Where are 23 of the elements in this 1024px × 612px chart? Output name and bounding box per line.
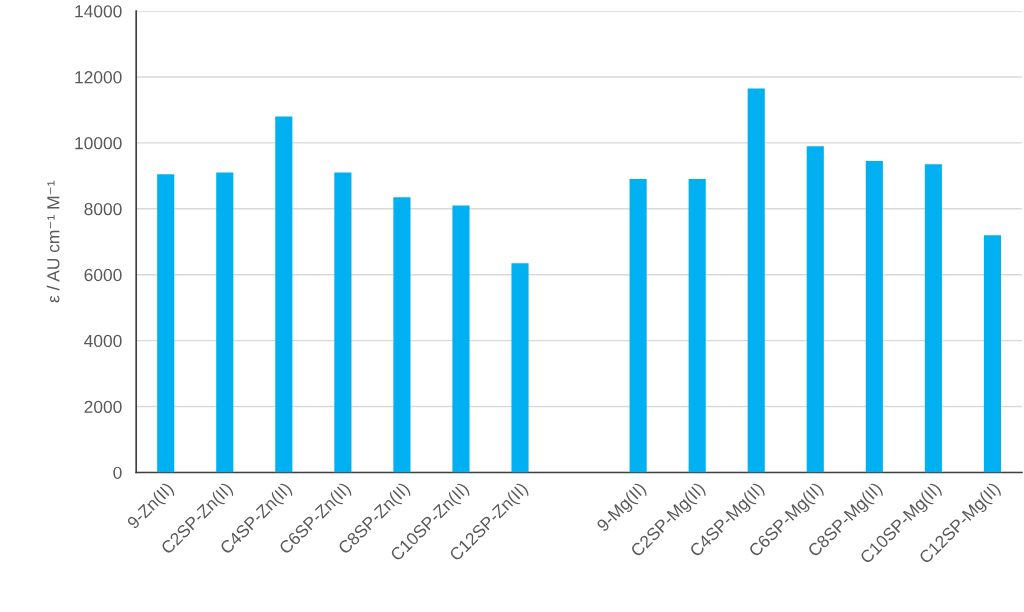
y-tick-label: 10000 xyxy=(75,137,122,150)
bar xyxy=(393,197,411,473)
y-tick-label: 8000 xyxy=(84,202,122,216)
bar xyxy=(747,88,765,473)
bar xyxy=(452,205,470,473)
bar xyxy=(865,160,883,473)
y-tick-label: 12000 xyxy=(75,71,122,84)
y-tick-label: 4000 xyxy=(84,334,122,348)
bar xyxy=(511,263,529,473)
bar xyxy=(157,174,175,473)
bar xyxy=(983,235,1001,473)
bar xyxy=(629,179,647,473)
bar xyxy=(216,172,234,473)
bar xyxy=(806,146,824,473)
bar xyxy=(334,172,352,473)
y-tick-label: 6000 xyxy=(84,268,122,282)
bar xyxy=(924,164,942,473)
y-tick-label: 2000 xyxy=(84,400,122,413)
y-tick-label: 0 xyxy=(113,466,122,479)
y-axis-title: ε / AU cm⁻¹ M⁻¹ xyxy=(46,180,60,303)
bar xyxy=(275,116,293,473)
y-tick-label: 14000 xyxy=(75,5,122,18)
bar xyxy=(688,179,706,473)
